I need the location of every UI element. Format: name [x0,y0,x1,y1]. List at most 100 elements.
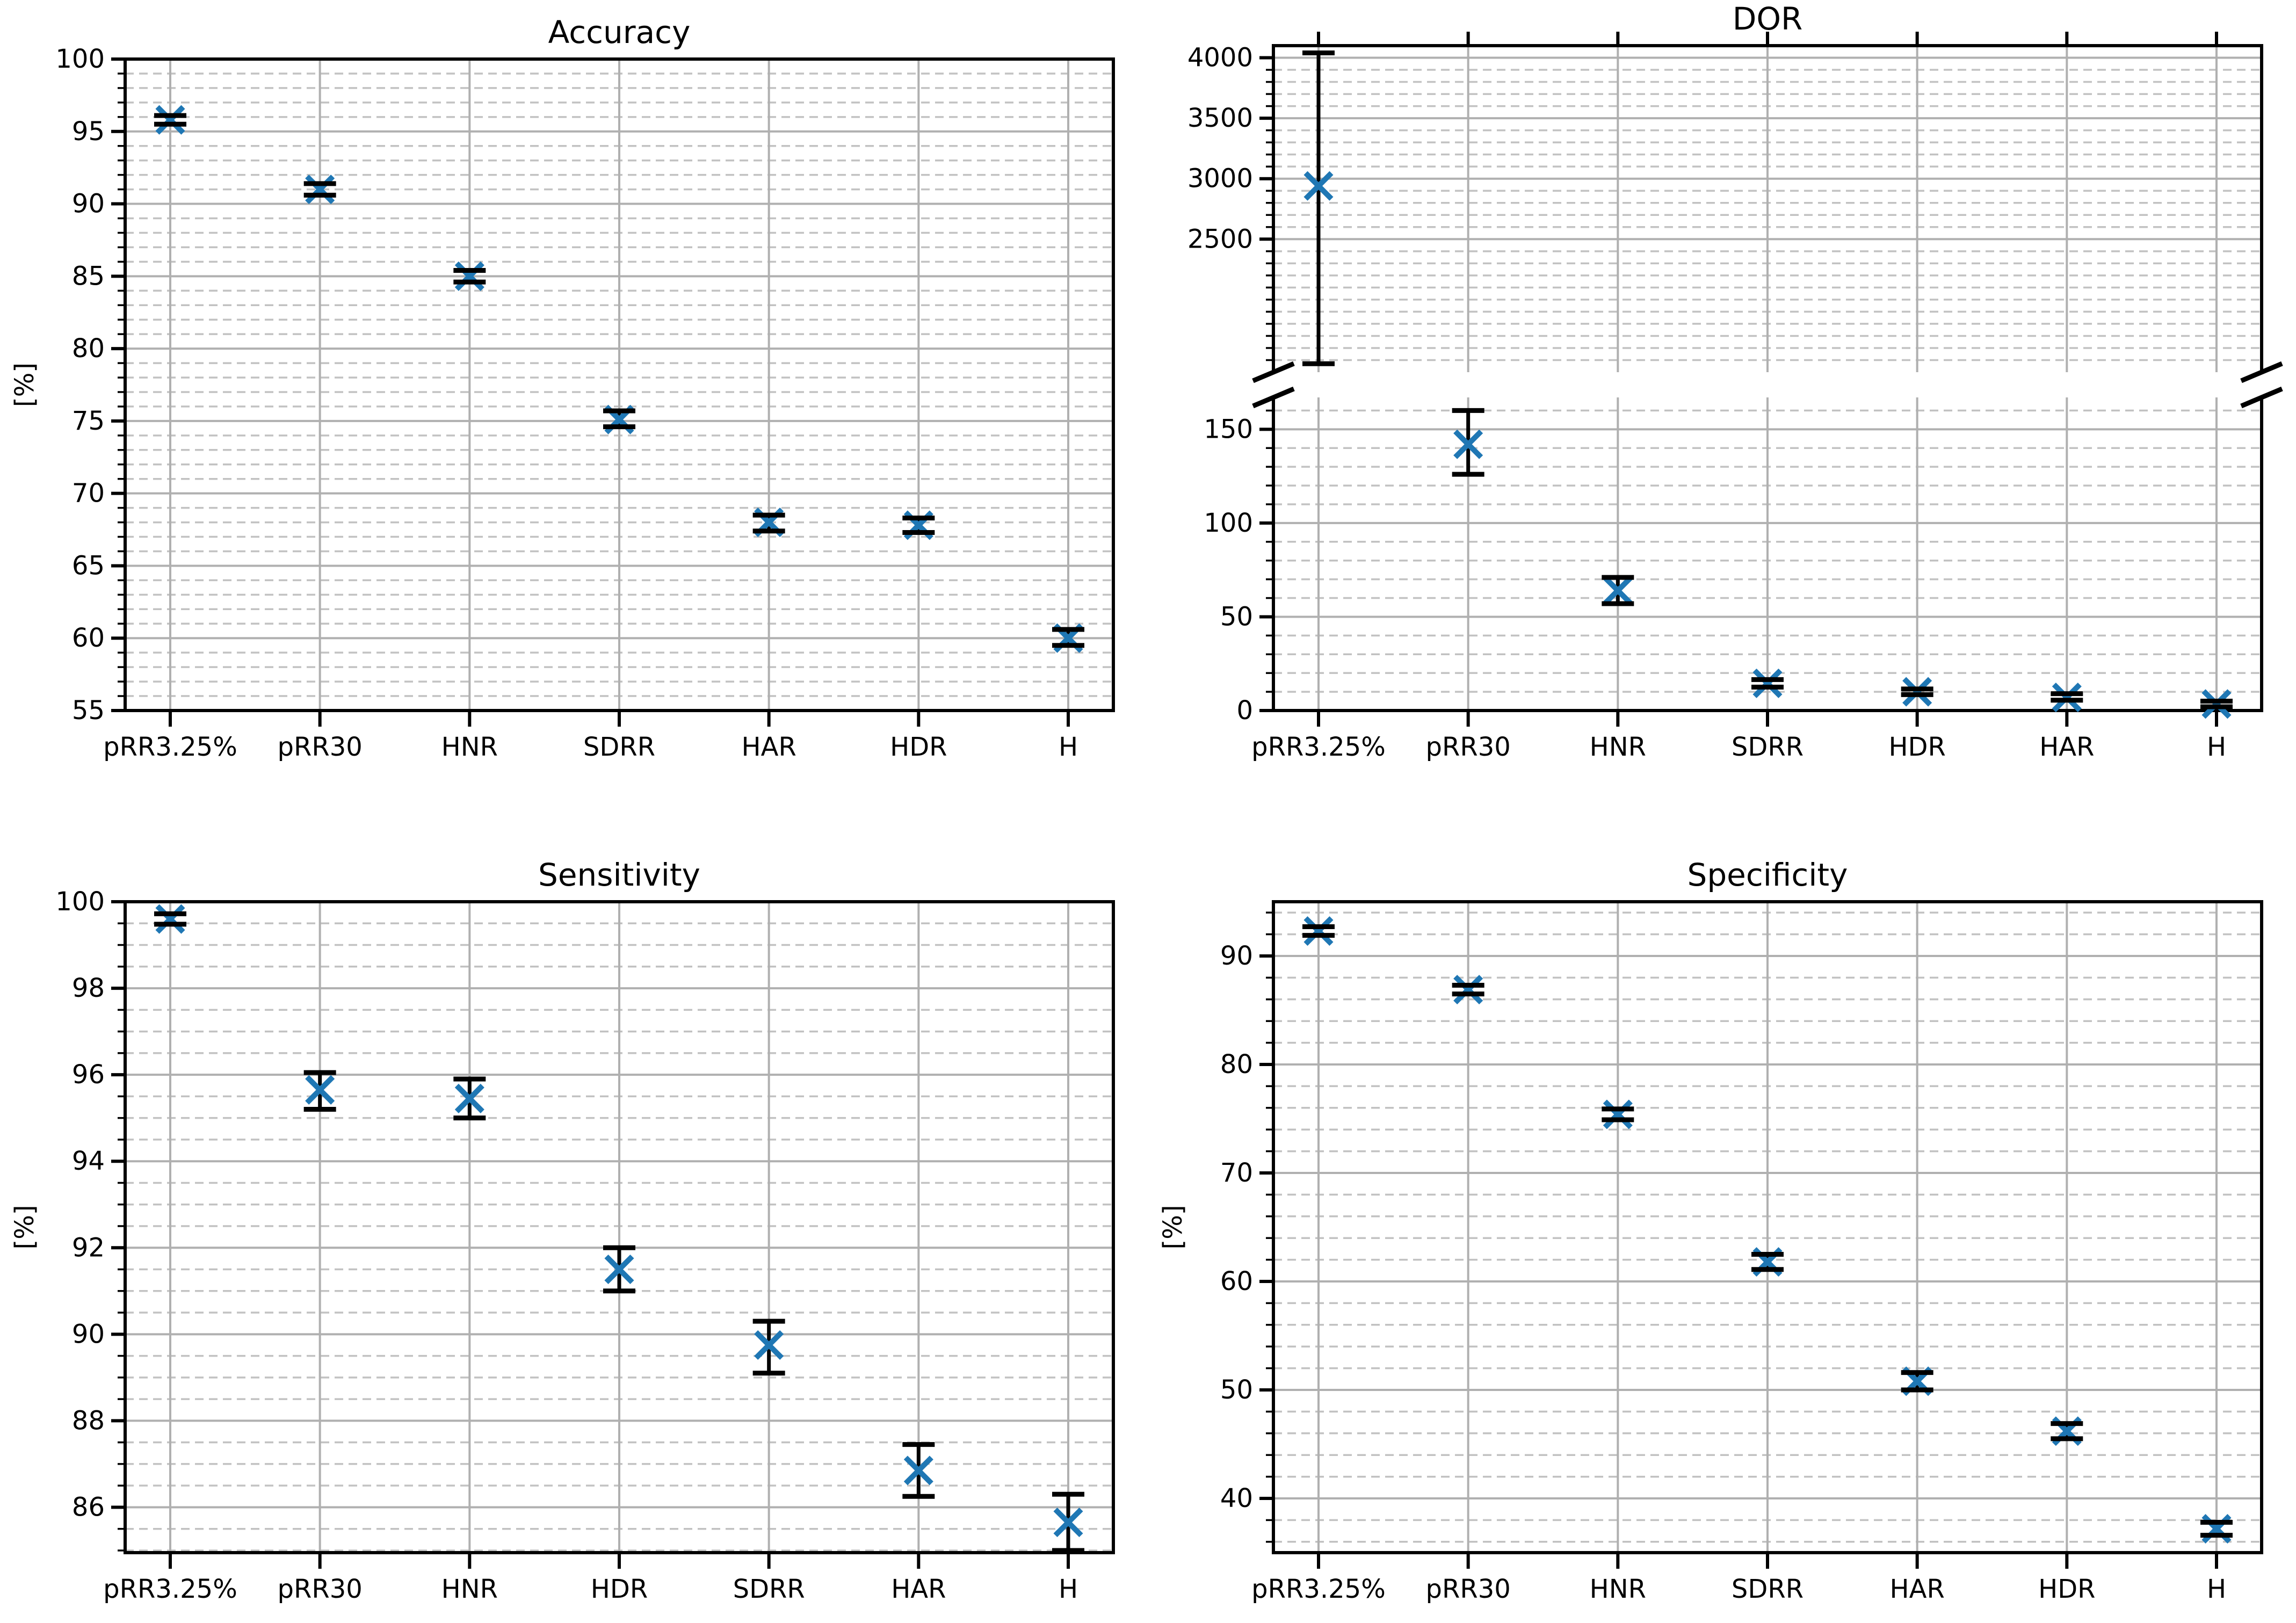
x-category-label: pRR30 [1426,1574,1511,1604]
y-tick-label: 100 [55,887,105,917]
y-axis-label: [%] [1158,1205,1188,1249]
y-tick-label: 60 [72,623,105,653]
y-tick-label: 86 [72,1492,105,1522]
y-tick-label: 88 [72,1405,105,1436]
axis-break-mark [2240,361,2283,383]
axis-break-mark [1252,386,1295,409]
data-point [2051,1416,2083,1446]
y-axis-label: [%] [10,363,40,407]
x-marker [903,1455,933,1486]
accuracy-plot: Accuracy [%] 55 60 65 70 75 80 85 90 95 100 pRR3.2… [10,14,1115,762]
x-marker [1752,668,1783,698]
data-point [154,105,186,135]
data-point [603,1245,635,1294]
y-tick-label: 2500 [1187,224,1253,254]
x-category-label: SDRR [1732,1574,1804,1604]
x-marker [1902,677,1932,707]
y-tick-label: 92 [72,1233,105,1263]
x-marker [155,904,185,934]
data-point [1602,575,1634,606]
x-category-label: SDRR [1732,732,1804,762]
y-tick-label: 94 [72,1146,105,1176]
y-tick-label: 90 [72,1319,105,1349]
sensitivity-plot: Sensitivity [%] 86 88 90 92 94 96 98 100 pRR3.25… [10,857,1115,1604]
y-tick-label: 90 [1220,941,1253,971]
x-marker [155,105,185,135]
grid-layer [1273,46,2262,712]
y-tick-label: 60 [1220,1266,1253,1296]
data-layer [1302,50,2233,719]
grid-layer [1273,902,2262,1553]
grid-layer [125,58,1113,712]
x-category-label: HNR [1590,732,1646,762]
x-marker [305,1075,335,1105]
axis-layer: 86 88 90 92 94 96 98 100 pRR3.25% pRR30 HNR HDR SDRR… [55,887,1115,1604]
dor-plot: DOR 2500 3000 3500 4000 0 50 100 150 pRR3.25% pRR… [1187,1,2283,762]
data-point [1302,50,1335,366]
x-marker [1453,429,1483,459]
x-category-label: HNR [1590,1574,1646,1604]
y-tick-label: 100 [55,44,105,74]
x-marker [1303,171,1334,201]
x-category-label: HAR [891,1574,946,1604]
specificity-plot: Specificity [%] 40 50 60 70 80 90 pRR3.25% pRR3… [1158,857,2263,1604]
axis-layer: 40 50 60 70 80 90 pRR3.25% pRR30 HNR SDRR HAR HDR H [1220,900,2263,1604]
data-point [1751,668,1784,698]
x-category-label: pRR30 [278,732,363,762]
x-category-label: H [1059,732,1078,762]
x-category-label: H [2207,1574,2226,1604]
x-category-label: HDR [1888,732,1945,762]
data-point [752,508,785,538]
x-marker [2052,683,2082,713]
y-tick-label: 95 [72,117,105,147]
chart-dor: DOR 2500 3000 3500 4000 0 50 100 150 pRR3.25% pRR… [1148,0,2296,812]
x-category-label: pRR3.25% [103,732,237,762]
x-marker [1603,1099,1633,1129]
data-point [902,1442,935,1499]
x-marker [1303,916,1334,946]
x-category-label: pRR30 [1426,732,1511,762]
data-point [1901,1366,1933,1396]
data-layer [1302,916,2233,1544]
chart-title: DOR [1733,1,1803,37]
data-point [1302,916,1335,946]
data-point [453,1076,486,1121]
data-point [2200,689,2233,719]
x-category-label: HAR [1890,1574,1945,1604]
chart-accuracy: Accuracy [%] 55 60 65 70 75 80 85 90 95 100 pRR3.2… [0,0,1148,812]
x-marker [454,261,484,291]
y-tick-label: 90 [72,189,105,219]
y-tick-label: 70 [1220,1158,1253,1188]
data-point [303,175,336,205]
y-tick-label: 0 [1236,695,1253,726]
y-tick-label: 85 [72,261,105,291]
chart-title: Specificity [1687,857,1848,893]
y-tick-label: 75 [72,406,105,436]
data-point [2051,683,2083,713]
data-layer [154,105,1084,653]
y-tick-label: 55 [72,695,105,726]
x-category-label: pRR3.25% [1251,732,1386,762]
data-point [1751,1247,1784,1277]
data-point [902,510,935,540]
x-category-label: pRR3.25% [103,1574,237,1604]
x-category-label: HDR [591,1574,648,1604]
x-marker [305,175,335,205]
y-tick-label: 100 [1204,508,1253,538]
x-marker [1453,975,1483,1005]
data-point [1052,1491,1084,1553]
data-point [1901,677,1933,707]
chart-specificity: Specificity [%] 40 50 60 70 80 90 pRR3.25% pRR3… [1148,812,2296,1623]
grid-layer [125,901,1113,1553]
data-point [1452,408,1484,477]
y-tick-label: 96 [72,1060,105,1090]
x-marker [2201,689,2232,719]
data-point [453,261,486,291]
data-point [2200,1514,2233,1544]
x-category-label: SDRR [583,732,655,762]
data-point [1602,1099,1634,1129]
x-category-label: HNR [441,1574,498,1604]
axis-layer: 2500 3000 3500 4000 0 50 100 150 pRR3.25% pRR30 HN… [1187,32,2283,762]
data-point [1452,975,1484,1005]
